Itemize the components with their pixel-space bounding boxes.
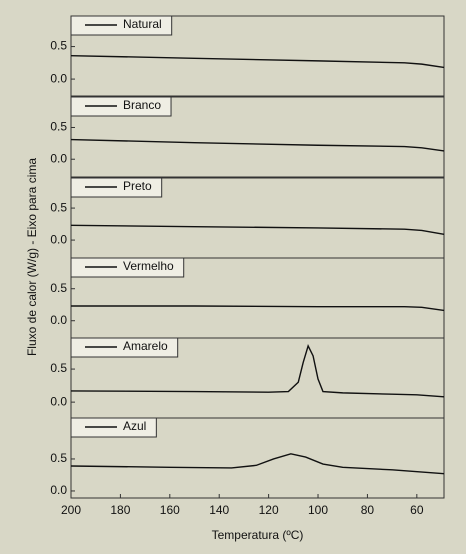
y-tick-label: 0.0 (50, 151, 67, 165)
y-tick-label: 0.5 (50, 361, 67, 375)
x-tick-label: 120 (259, 503, 279, 517)
x-tick-label: 200 (61, 503, 81, 517)
x-tick-label: 160 (160, 503, 180, 517)
y-tick-label: 0.0 (50, 232, 67, 246)
legend-box (70, 15, 173, 36)
data-line (71, 305, 445, 312)
y-tick-label: 0.0 (50, 483, 67, 497)
legend-box (70, 337, 179, 358)
data-line (70, 138, 445, 152)
x-axis-label: Temperatura (ºC) (212, 528, 304, 542)
x-tick-label: 60 (410, 503, 424, 517)
y-tick-label: 0.0 (50, 71, 67, 85)
x-tick-label: 140 (209, 503, 229, 517)
panel-frame (70, 417, 445, 499)
y-axis-label: Fluxo de calor (W/g) - Eixo para cima (25, 158, 39, 356)
legend-label: Natural (123, 17, 162, 31)
y-tick-label: 0.5 (50, 281, 67, 295)
legend-label: Vermelho (123, 259, 174, 273)
legend-label: Branco (123, 98, 161, 112)
legend-label: Amarelo (123, 339, 168, 353)
legend-box (70, 96, 172, 117)
y-tick-label: 0.0 (50, 313, 67, 327)
x-tick-label: 100 (308, 503, 328, 517)
data-line (70, 453, 445, 475)
x-tick-label: 80 (361, 503, 375, 517)
legend-label: Preto (123, 179, 152, 193)
legend-box (70, 257, 185, 278)
legend-label: Azul (123, 419, 146, 433)
y-tick-label: 0.5 (50, 200, 67, 214)
y-tick-label: 0.5 (50, 451, 67, 465)
data-line (70, 224, 445, 236)
panel-frame (70, 96, 445, 178)
y-tick-label: 0.5 (50, 39, 67, 53)
data-line (70, 54, 445, 69)
y-tick-label: 0.5 (50, 120, 67, 134)
y-tick-label: 0.0 (50, 394, 67, 408)
x-tick-label: 180 (110, 503, 130, 517)
data-line (70, 344, 445, 398)
